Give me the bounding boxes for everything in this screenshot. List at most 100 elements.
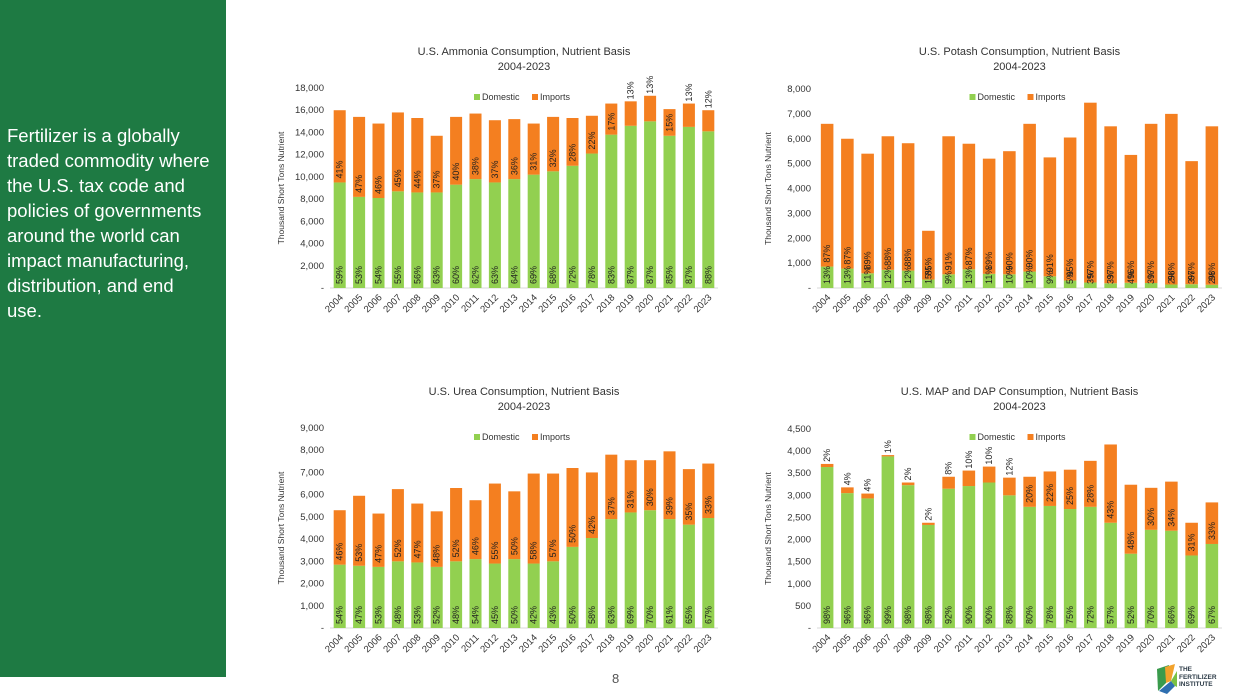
legend-label-domestic: Domestic: [978, 92, 1016, 102]
data-label-domestic: 2%: [1166, 271, 1176, 284]
data-label-domestic: 12%: [883, 266, 893, 284]
data-label-domestic: 53%: [412, 606, 422, 624]
y-tick-label: 9,000: [300, 423, 324, 434]
bar-imports-2012: [488, 120, 501, 183]
x-tick-label: 2012: [478, 632, 501, 655]
data-label-imports: 30%: [645, 488, 655, 506]
data-label-domestic: 13%: [822, 266, 832, 284]
x-tick-label: 2011: [459, 632, 481, 654]
y-tick-label: 4,500: [787, 424, 811, 435]
bar-imports-2005: [841, 487, 854, 494]
bar-domestic-2015: [1043, 276, 1057, 288]
bar-imports-2015: [1043, 471, 1057, 506]
data-label-imports: 15%: [665, 114, 675, 132]
data-label-imports: 52%: [393, 539, 403, 557]
x-tick-label: 2006: [362, 292, 385, 315]
bar-domestic-2015: [1043, 505, 1057, 628]
bar-imports-2008: [411, 118, 424, 193]
data-label-imports: 50%: [509, 537, 519, 555]
data-label-domestic: 11%: [984, 267, 994, 284]
data-label-imports: 55%: [490, 542, 500, 560]
data-label-imports: 2%: [903, 467, 913, 480]
data-label-imports: 47%: [354, 175, 364, 193]
bar-imports-2015: [1043, 157, 1057, 277]
bar-domestic-2006: [861, 498, 874, 628]
data-label-domestic: 70%: [1146, 606, 1156, 624]
x-tick-label: 2021: [653, 292, 676, 315]
bar-imports-2004: [820, 123, 834, 267]
bar-domestic-2006: [861, 273, 874, 288]
data-label-domestic: 13%: [964, 266, 974, 284]
data-label-imports: 13%: [684, 84, 694, 102]
data-label-imports: 31%: [529, 153, 539, 171]
bar-domestic-2020: [1144, 529, 1158, 628]
chart-subtitle: 2004-2023: [498, 401, 551, 413]
legend-swatch-domestic: [969, 434, 976, 440]
bar-imports-2014: [1023, 123, 1036, 272]
data-label-domestic: 68%: [548, 266, 558, 284]
x-tick-label: 2006: [851, 632, 874, 655]
bar-domestic-2004: [333, 564, 346, 628]
data-label-domestic: 96%: [842, 606, 852, 624]
bar-domestic-2012: [488, 563, 501, 628]
x-tick-label: 2018: [1094, 632, 1117, 655]
data-label-imports: 89%: [984, 252, 994, 270]
data-label-imports: 37%: [490, 160, 500, 178]
bar-domestic-2019: [1124, 553, 1138, 628]
data-label-domestic: 15%: [923, 266, 933, 284]
bar-domestic-2004: [820, 467, 834, 628]
y-tick-label: 1,500: [787, 557, 811, 568]
logo-text-line3: INSTITUTE: [1179, 681, 1213, 688]
bar-domestic-2010: [942, 274, 955, 288]
bar-domestic-2019: [1124, 282, 1138, 288]
data-label-imports: 90%: [1004, 252, 1014, 270]
data-label-imports: 12%: [703, 90, 713, 108]
chart-title: U.S. Urea Consumption, Nutrient Basis: [429, 386, 620, 398]
x-tick-label: 2016: [1054, 292, 1077, 315]
x-tick-label: 2012: [973, 632, 996, 655]
bar-imports-2019: [1124, 484, 1138, 554]
data-label-domestic: 63%: [606, 606, 616, 624]
bar-imports-2006: [861, 493, 874, 499]
x-tick-label: 2015: [1033, 292, 1056, 315]
data-label-imports: 39%: [665, 497, 675, 515]
bar-imports-2008: [411, 503, 424, 563]
x-tick-label: 2005: [342, 292, 365, 315]
data-label-domestic: 3%: [1085, 271, 1095, 284]
bar-domestic-2017: [585, 538, 598, 628]
bar-domestic-2008: [411, 562, 424, 628]
bar-imports-2018: [605, 103, 618, 135]
data-label-imports: 31%: [626, 490, 636, 508]
data-label-imports: 47%: [374, 545, 384, 563]
legend-swatch-imports: [1027, 434, 1034, 440]
data-label-imports: 10%: [964, 451, 974, 469]
bar-imports-2013: [508, 491, 521, 560]
bar-domestic-2020: [644, 510, 657, 628]
x-tick-label: 2015: [536, 632, 559, 655]
bar-imports-2006: [861, 153, 874, 274]
legend-label-imports: Imports: [540, 432, 571, 442]
x-tick-label: 2018: [595, 292, 618, 315]
bar-domestic-2023: [1205, 284, 1219, 288]
data-label-imports: 37%: [606, 497, 616, 515]
x-tick-label: 2017: [1074, 632, 1097, 655]
x-tick-label: 2005: [831, 632, 854, 655]
data-label-imports: 2%: [923, 508, 933, 521]
legend-label-imports: Imports: [1036, 432, 1067, 442]
x-tick-label: 2021: [1155, 292, 1178, 315]
chart-subtitle: 2004-2023: [498, 61, 551, 73]
data-label-domestic: 54%: [374, 266, 384, 284]
data-label-imports: 98%: [1207, 263, 1217, 281]
bar-imports-2011: [962, 470, 976, 487]
data-label-imports: 95%: [1065, 259, 1075, 277]
x-tick-label: 2010: [932, 292, 955, 315]
bar-imports-2020: [1144, 487, 1158, 530]
bar-domestic-2022: [1185, 284, 1198, 288]
data-label-imports: 48%: [432, 545, 442, 563]
bar-domestic-2018: [1104, 522, 1117, 628]
logo-text-line1: THE: [1179, 666, 1192, 673]
legend-swatch-domestic: [474, 94, 480, 100]
bar-imports-2016: [1063, 137, 1077, 281]
bar-imports-2004: [820, 463, 834, 468]
bar-domestic-2009: [922, 524, 935, 628]
